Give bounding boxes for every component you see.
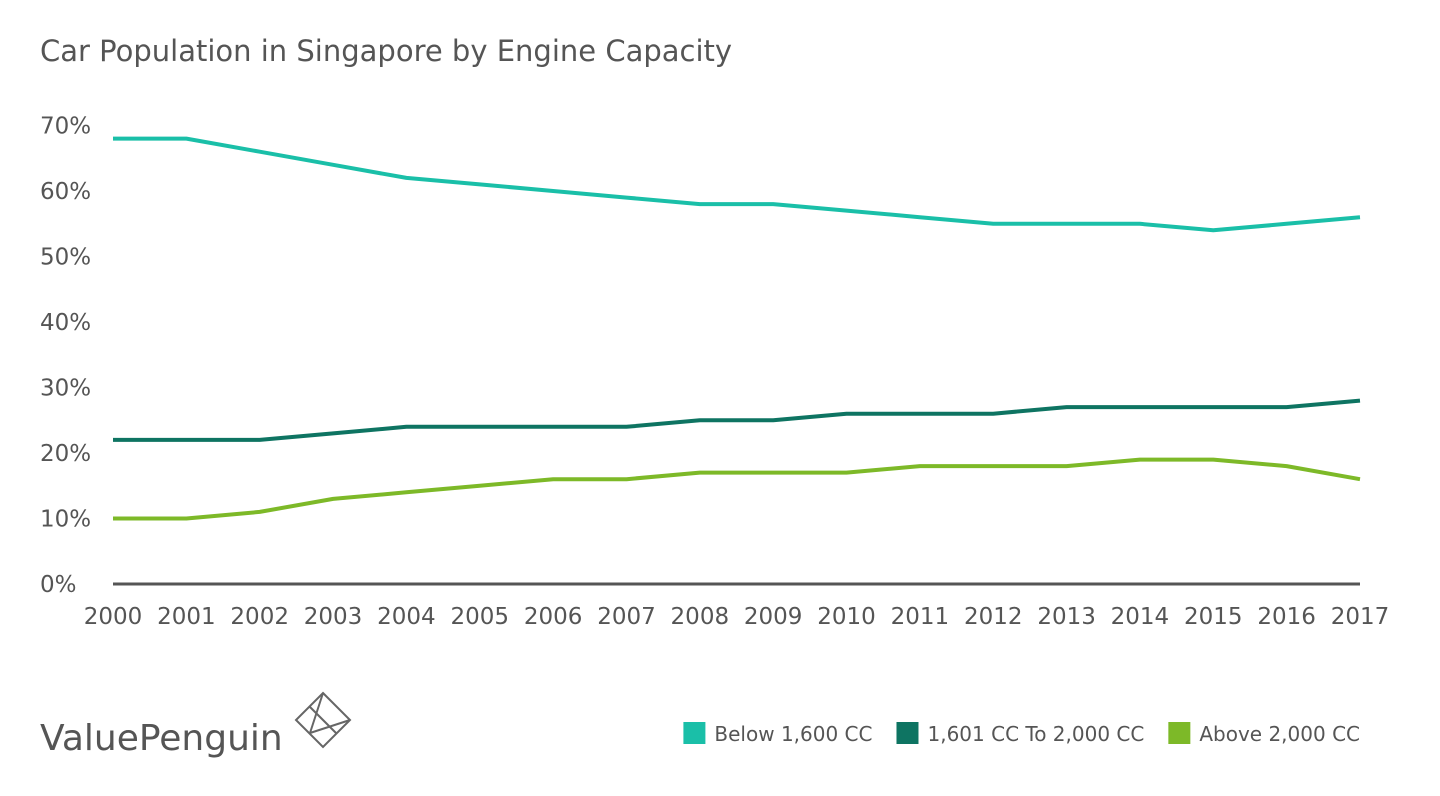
diamond-logo-icon <box>294 691 352 749</box>
x-tick-label: 2002 <box>230 604 289 630</box>
legend-label-1: Below 1,600 CC <box>714 722 872 746</box>
series-line-1 <box>113 136 1361 233</box>
y-tick-label: 10% <box>40 507 91 533</box>
x-tick-label: 2004 <box>377 604 436 630</box>
legend-label-3: Above 2,000 CC <box>1199 722 1360 746</box>
legend: Below 1,600 CC 1,601 CC To 2,000 CC Above … <box>683 722 1360 746</box>
x-tick-label: 2001 <box>157 604 216 630</box>
x-axis-tick-labels: 2000 2001 2002 2003 2004 2005 2006 2007 2008 2009… <box>84 604 1390 630</box>
valuepenguin-logo: ValuePenguin <box>40 691 352 759</box>
x-tick-label: 2007 <box>597 604 656 630</box>
x-tick-label: 2017 <box>1331 604 1390 630</box>
x-tick-label: 2011 <box>891 604 950 630</box>
series-line-2 <box>113 398 1361 442</box>
legend-label-2: 1,601 CC To 2,000 CC <box>927 722 1144 746</box>
x-tick-label: 2000 <box>84 604 143 630</box>
x-tick-label: 2013 <box>1037 604 1096 630</box>
legend-swatch-2 <box>896 722 919 744</box>
x-tick-label: 2012 <box>964 604 1023 630</box>
y-axis-tick-labels: 0% 10% 20% 30% 40% 50% 60% 70% <box>40 114 91 599</box>
x-tick-label: 2005 <box>450 604 509 630</box>
series-lines <box>113 136 1361 521</box>
series-line-3 <box>113 457 1361 521</box>
y-tick-label: 20% <box>40 441 91 467</box>
y-tick-label: 60% <box>40 179 91 205</box>
legend-swatch-3 <box>1168 722 1191 744</box>
x-tick-label: 2015 <box>1184 604 1243 630</box>
legend-swatch-1 <box>683 722 706 744</box>
y-tick-label: 50% <box>40 245 91 271</box>
y-tick-label: 0% <box>40 572 77 598</box>
y-tick-label: 30% <box>40 376 91 402</box>
logo-text: ValuePenguin <box>40 718 283 759</box>
y-tick-label: 40% <box>40 310 91 336</box>
x-tick-label: 2003 <box>304 604 363 630</box>
x-tick-label: 2006 <box>524 604 583 630</box>
y-tick-label: 70% <box>40 114 91 140</box>
chart-title: Car Population in Singapore by Engine Ca… <box>40 34 733 68</box>
x-tick-label: 2009 <box>744 604 803 630</box>
x-tick-label: 2010 <box>817 604 876 630</box>
x-tick-label: 2014 <box>1111 604 1170 630</box>
x-tick-label: 2008 <box>671 604 730 630</box>
x-tick-label: 2016 <box>1257 604 1316 630</box>
